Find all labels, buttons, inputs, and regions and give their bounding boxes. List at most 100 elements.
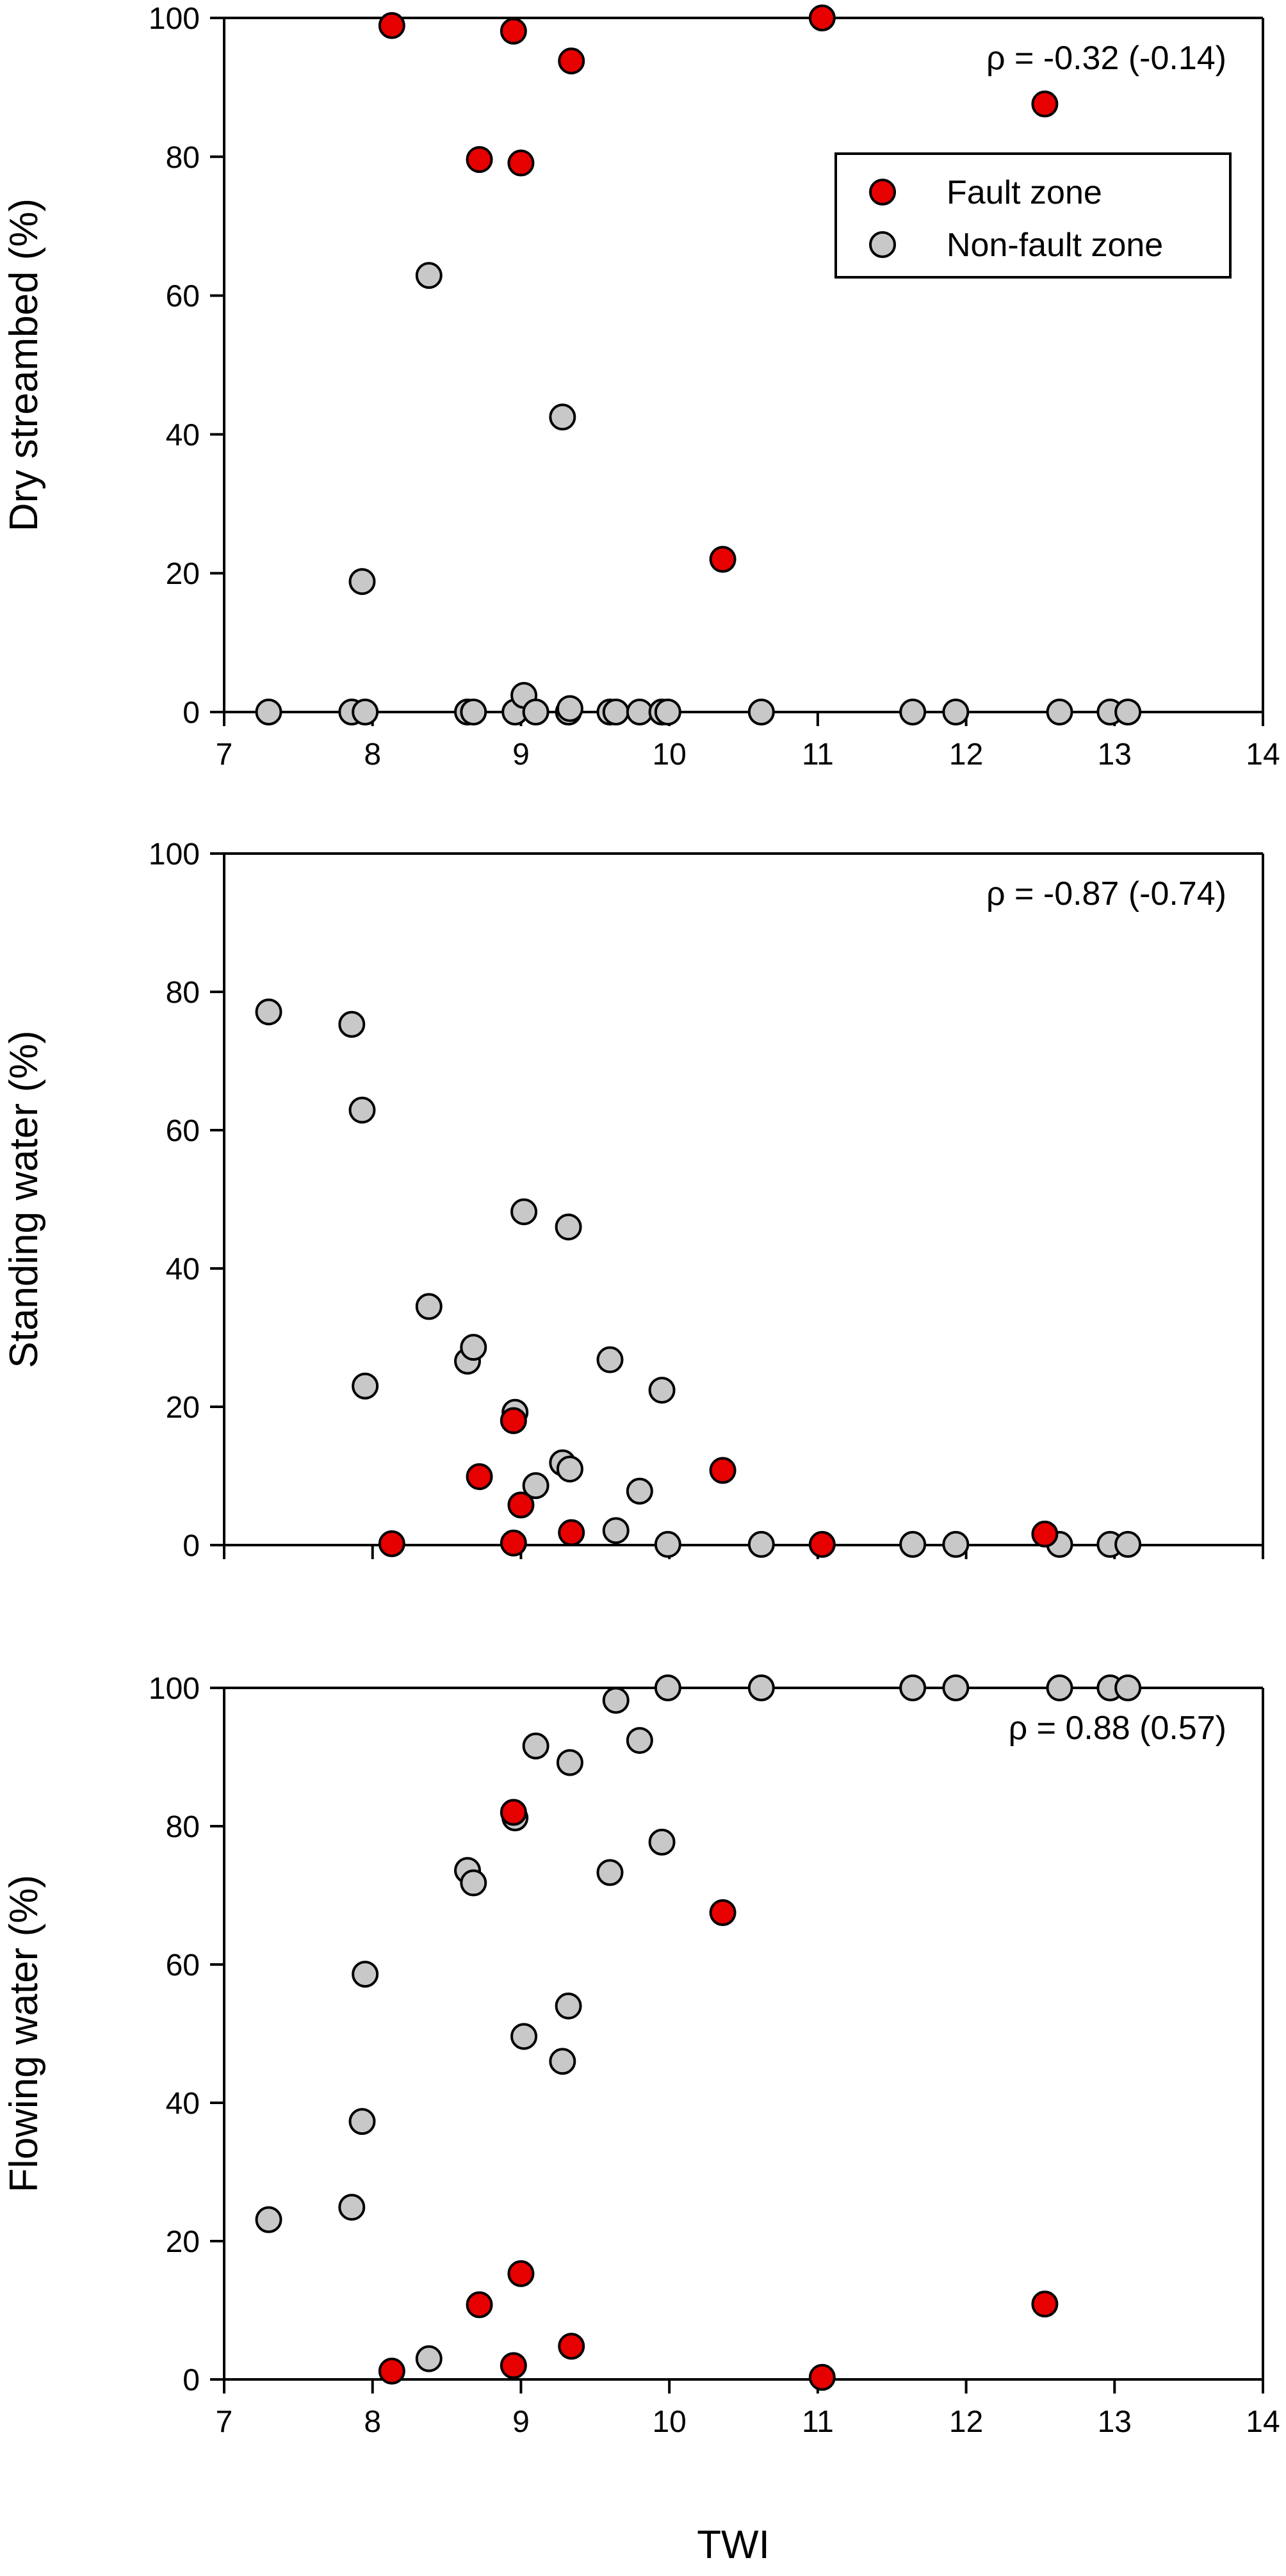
point-non-fault-zone <box>460 1334 487 1361</box>
point-non-fault-zone <box>899 1674 927 1701</box>
y-tick-label: 20 <box>166 2225 200 2259</box>
point-fault-zone <box>558 47 585 75</box>
point-fault-zone <box>507 2260 535 2287</box>
y-tick-label: 40 <box>166 1252 200 1286</box>
panel-2: 0 20 40 60 80 100 Standing water (%) ρ = -0.87 … <box>2 838 1264 1563</box>
point-fault-zone <box>378 1530 405 1557</box>
panel-1: 0 20 40 60 80 100 7 8 9 10 11 12 13 14 Dry streambed (… <box>2 2 1280 772</box>
point-non-fault-zone <box>899 1530 927 1558</box>
point-fault-zone <box>500 1407 527 1434</box>
point-non-fault-zone <box>348 568 376 595</box>
y-axis-title: Standing water (%) <box>2 1030 46 1368</box>
y-tick-label: 80 <box>166 141 200 175</box>
y-tick-label: 0 <box>183 2363 200 2397</box>
legend-label: Fault zone <box>947 174 1102 211</box>
y-tick-label: 100 <box>149 838 200 871</box>
point-fault-zone <box>507 1491 535 1519</box>
point-non-fault-zone <box>626 699 653 725</box>
y-tick-label: 60 <box>166 1114 200 1148</box>
y-tick-label: 60 <box>166 280 200 314</box>
correlation-annotation: ρ = -0.32 (-0.14) <box>986 40 1226 77</box>
point-non-fault-zone <box>1114 1530 1142 1558</box>
x-tick-label: 7 <box>216 738 233 772</box>
x-tick-label: 10 <box>652 738 686 772</box>
point-fault-zone <box>1031 90 1059 118</box>
point-fault-zone <box>558 1519 585 1546</box>
point-fault-zone <box>507 149 535 177</box>
legend-label: Non-fault zone <box>947 227 1163 264</box>
point-fault-zone <box>808 4 836 31</box>
x-tick-label: 14 <box>1246 738 1280 772</box>
x-tick-label: 11 <box>802 738 834 772</box>
point-fault-zone <box>1031 1520 1059 1548</box>
point-non-fault-zone <box>255 998 282 1026</box>
point-fault-zone <box>378 2358 405 2385</box>
point-fault-zone <box>709 1899 737 1926</box>
point-non-fault-zone <box>415 262 443 289</box>
y-tick-label: 20 <box>166 557 200 591</box>
x-tick-label: 9 <box>512 738 530 772</box>
legend-box <box>834 152 1232 279</box>
point-non-fault-zone <box>648 1377 676 1404</box>
point-non-fault-zone <box>352 699 379 725</box>
point-non-fault-zone <box>747 699 775 725</box>
point-non-fault-zone <box>510 1198 538 1226</box>
y-tick-label: 80 <box>166 1810 200 1844</box>
x-axis-title: TWI <box>697 2523 770 2567</box>
point-non-fault-zone <box>556 695 583 722</box>
point-fault-zone <box>378 12 405 39</box>
point-non-fault-zone <box>602 699 630 725</box>
point-non-fault-zone <box>556 1749 583 1776</box>
point-non-fault-zone <box>602 1687 630 1714</box>
point-non-fault-zone <box>626 1727 653 1754</box>
y-tick-label: 40 <box>166 2087 200 2121</box>
x-tick-label: 12 <box>949 2405 983 2439</box>
correlation-annotation: ρ = 0.88 (0.57) <box>1009 1710 1226 1747</box>
y-tick-label: 0 <box>183 1529 200 1563</box>
point-non-fault-zone <box>556 1455 583 1483</box>
point-non-fault-zone <box>255 699 282 725</box>
point-non-fault-zone <box>352 1372 379 1400</box>
point-non-fault-zone <box>460 1869 487 1897</box>
point-fault-zone <box>709 1457 737 1484</box>
point-non-fault-zone <box>555 1992 582 2020</box>
panel-3: 0 20 40 60 80 100 7 8 9 10 11 12 13 14 Flowing water (… <box>2 1672 1280 2439</box>
point-non-fault-zone <box>522 1732 549 1760</box>
y-tick-label: 0 <box>183 696 200 730</box>
point-fault-zone <box>558 2333 585 2360</box>
x-tick-label: 12 <box>949 738 983 772</box>
legend-marker <box>869 179 896 206</box>
point-fault-zone <box>500 17 527 45</box>
point-non-fault-zone <box>596 1859 624 1886</box>
point-non-fault-zone <box>549 403 576 431</box>
point-non-fault-zone <box>654 699 681 725</box>
correlation-annotation: ρ = -0.87 (-0.74) <box>986 875 1226 912</box>
point-non-fault-zone <box>522 699 549 725</box>
point-non-fault-zone <box>460 699 487 725</box>
point-non-fault-zone <box>899 699 927 725</box>
x-tick-label: 9 <box>512 2405 530 2439</box>
point-fault-zone <box>500 2352 527 2379</box>
point-non-fault-zone <box>942 1674 970 1701</box>
point-non-fault-zone <box>255 2206 282 2233</box>
point-non-fault-zone <box>654 1530 681 1558</box>
x-tick-label: 8 <box>364 738 381 772</box>
point-fault-zone <box>500 1799 527 1826</box>
point-non-fault-zone <box>626 1477 653 1505</box>
point-fault-zone <box>808 2363 836 2391</box>
point-non-fault-zone <box>1046 699 1073 725</box>
point-non-fault-zone <box>942 699 970 725</box>
point-non-fault-zone <box>648 1828 676 1856</box>
y-axis-title: Dry streambed (%) <box>2 198 46 531</box>
y-tick-label: 40 <box>166 418 200 452</box>
x-tick-label: 13 <box>1098 738 1132 772</box>
point-non-fault-zone <box>747 1674 775 1701</box>
legend: Fault zone Non-fault zone <box>834 152 1232 279</box>
point-non-fault-zone <box>549 2048 576 2075</box>
y-tick-label: 100 <box>149 1672 200 1706</box>
point-non-fault-zone <box>596 1346 624 1373</box>
point-non-fault-zone <box>942 1530 970 1558</box>
x-tick-label: 7 <box>216 2405 233 2439</box>
point-non-fault-zone <box>1114 699 1142 725</box>
